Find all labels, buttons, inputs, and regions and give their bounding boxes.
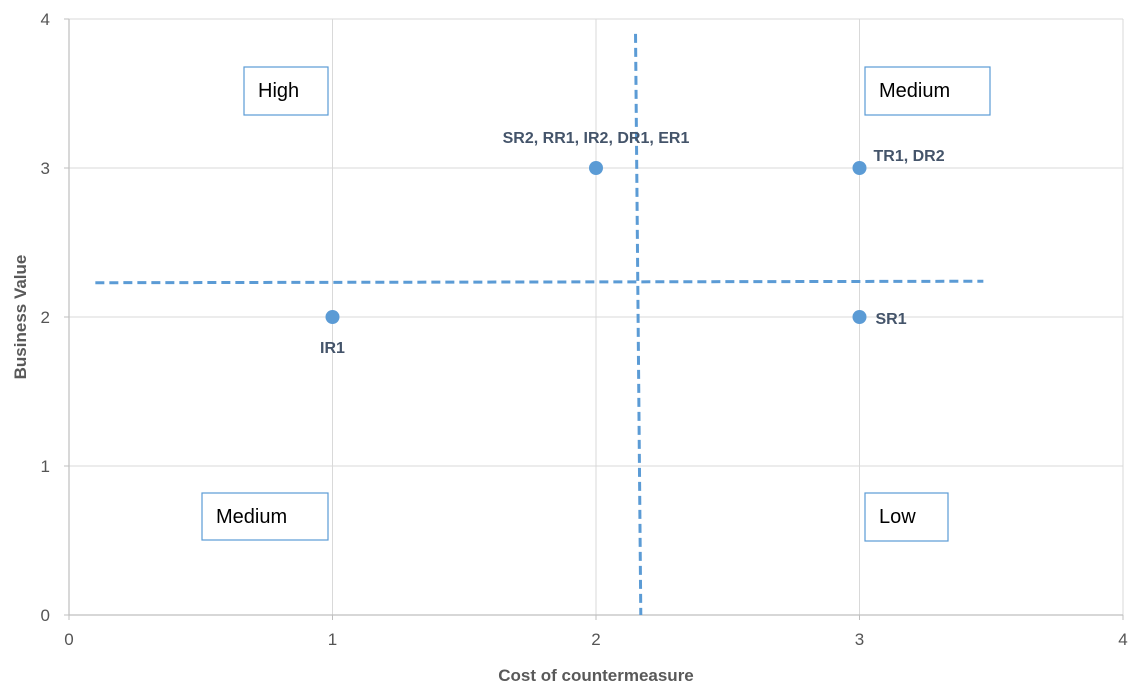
x-tick-label: 2 [591, 630, 600, 649]
quadrant-text: High [258, 80, 299, 102]
data-label: IR1 [320, 340, 345, 357]
quadrant-text: Medium [879, 80, 950, 102]
y-axis-title: Business Value [11, 255, 30, 380]
quadrant-box [201, 492, 329, 541]
quadrant-label-bottom-right: Low [864, 492, 949, 542]
threshold-layer [95, 33, 984, 616]
x-axis-title: Cost of countermeasure [498, 666, 694, 685]
y-tick-label: 4 [41, 10, 50, 29]
x-tick-label: 3 [855, 630, 864, 649]
x-tick-label: 4 [1118, 630, 1127, 649]
data-label: SR1 [876, 311, 907, 328]
data-label: SR2, RR1, IR2, DR1, ER1 [503, 130, 690, 147]
data-point [589, 161, 603, 175]
data-point [325, 310, 340, 324]
vertical-threshold-line [634, 33, 643, 616]
quadrant-label-top-left: High [243, 66, 329, 116]
quadrant-box [864, 492, 949, 542]
quadrant-layer: High Medium Medium Low [201, 66, 991, 542]
quadrant-label-bottom-left: Medium [201, 492, 329, 541]
quadrant-box [864, 66, 991, 116]
horizontal-threshold-line [95, 279, 984, 285]
point-layer: IR1 SR2, RR1, IR2, DR1, ER1 TR1, DR2 SR1 [320, 130, 945, 357]
axis-layer: 0 1 2 3 4 0 1 2 3 4 [41, 10, 1128, 649]
quadrant-text: Low [879, 506, 916, 528]
data-label: TR1, DR2 [874, 148, 945, 165]
y-tick-label: 2 [41, 308, 50, 327]
y-tick-label: 3 [41, 159, 50, 178]
data-point [852, 310, 867, 324]
x-tick-label: 1 [328, 630, 337, 649]
quadrant-box [243, 66, 329, 116]
data-point [852, 161, 867, 175]
x-tick-label: 0 [64, 630, 73, 649]
y-tick-label: 0 [41, 606, 50, 625]
quadrant-label-top-right: Medium [864, 66, 991, 116]
quadrant-text: Medium [216, 506, 287, 528]
y-tick-label: 1 [41, 457, 50, 476]
